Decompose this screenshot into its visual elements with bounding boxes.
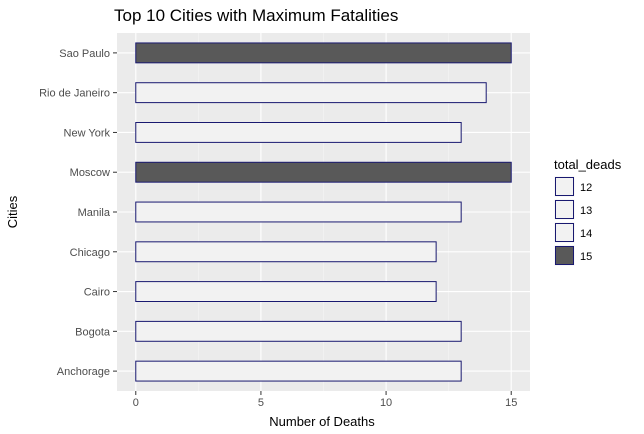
bar-chicago — [135, 241, 437, 263]
y-tick-label: Manila — [78, 207, 111, 219]
legend: total_deads 12 13 14 15 — [553, 157, 622, 267]
legend-swatch — [555, 246, 574, 265]
y-tick-label: Sao Paulo — [59, 48, 110, 60]
chart-title: Top 10 Cities with Maximum Fatalities — [114, 6, 398, 25]
y-tick-label: Chicago — [70, 247, 110, 259]
legend-label: 15 — [580, 251, 592, 263]
y-axis: Sao Paulo Rio de Janeiro New York Moscow Man… — [39, 48, 117, 378]
x-axis: 0 5 10 15 — [133, 391, 517, 409]
legend-swatch — [555, 177, 574, 196]
y-tick-label: Cairo — [84, 287, 110, 299]
legend-swatch — [555, 200, 574, 219]
y-tick-label: New York — [64, 127, 111, 139]
legend-swatch — [555, 223, 574, 242]
y-tick-label: Bogota — [75, 326, 111, 338]
x-tick-label: 5 — [258, 397, 264, 409]
legend-label: 12 — [580, 182, 592, 194]
legend-label: 14 — [580, 228, 592, 240]
bar-anchorage — [135, 360, 462, 382]
y-tick-label: Rio de Janeiro — [39, 88, 110, 100]
bar-cairo — [135, 281, 437, 303]
bar-bogota — [135, 320, 462, 342]
bar-manila — [135, 201, 462, 223]
y-tick-label: Anchorage — [57, 366, 110, 378]
bar-new-york — [135, 122, 462, 143]
y-axis-title: Cities — [5, 195, 20, 228]
bars — [135, 42, 512, 382]
bar-moscow — [135, 161, 512, 183]
bar-rio-de-janeiro — [135, 82, 487, 104]
x-axis-title: Number of Deaths — [269, 414, 375, 429]
bar-sao-paulo — [135, 42, 512, 64]
x-tick-label: 0 — [133, 397, 139, 409]
y-tick-label: Moscow — [70, 167, 110, 179]
legend-label: 13 — [580, 205, 592, 217]
legend-title: total_deads — [554, 157, 622, 172]
x-tick-label: 15 — [505, 397, 517, 409]
x-tick-label: 10 — [380, 397, 392, 409]
